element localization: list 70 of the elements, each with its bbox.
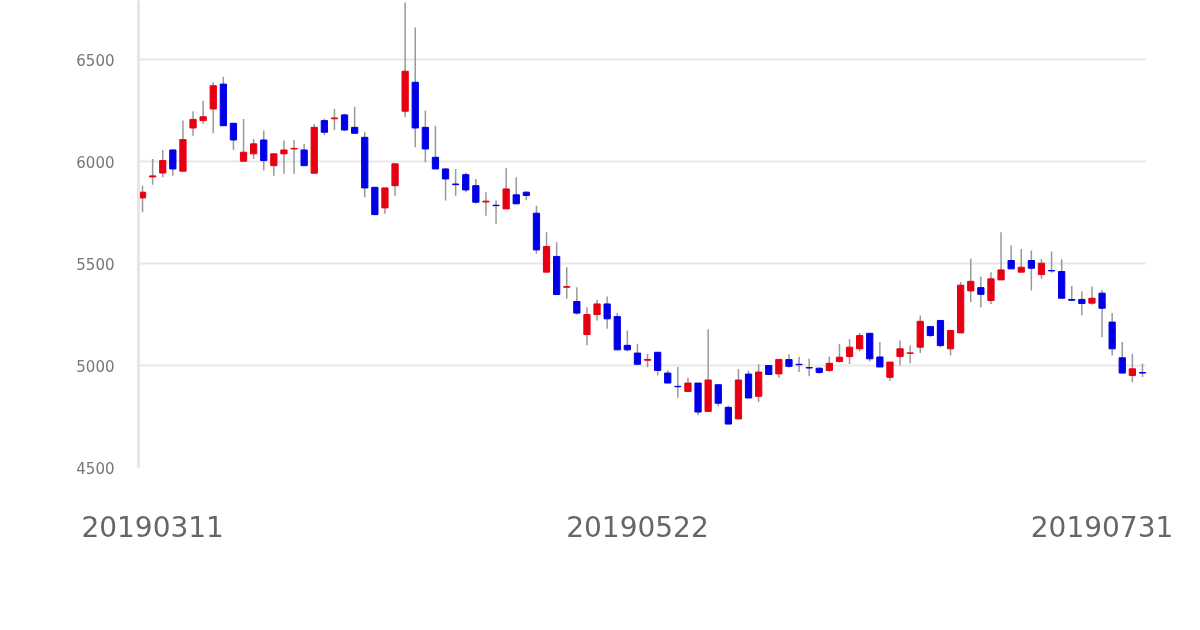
candlestick bbox=[603, 295, 611, 330]
candlestick bbox=[946, 329, 955, 357]
candlestick bbox=[421, 109, 429, 163]
candlestick bbox=[1027, 249, 1035, 292]
candlestick bbox=[805, 357, 813, 377]
y-tick-label: 4500 bbox=[76, 459, 115, 478]
candlestick bbox=[280, 139, 288, 175]
x-tick-label: 20190731 bbox=[1030, 510, 1174, 544]
candlestick bbox=[330, 108, 339, 131]
candlestick bbox=[169, 148, 177, 177]
candlestick bbox=[1047, 250, 1056, 274]
candlestick bbox=[199, 99, 207, 125]
candlestick bbox=[977, 275, 985, 309]
candlestick bbox=[623, 329, 631, 353]
candlestick bbox=[351, 106, 359, 135]
candlestick bbox=[856, 332, 864, 353]
candlestick bbox=[290, 139, 298, 175]
candlestick bbox=[1068, 285, 1076, 302]
candlestick bbox=[441, 166, 450, 202]
candlestick bbox=[1088, 285, 1096, 306]
candlestick bbox=[229, 122, 238, 151]
y-tick-label: 5000 bbox=[76, 357, 115, 376]
candlestick bbox=[1098, 289, 1106, 338]
candlestick bbox=[250, 138, 258, 160]
candlestick bbox=[997, 231, 1005, 281]
candlestick bbox=[1128, 352, 1136, 384]
candlestick bbox=[563, 266, 571, 300]
candlestick bbox=[381, 187, 389, 215]
candlestick bbox=[149, 158, 157, 186]
y-tick-label: 6000 bbox=[76, 153, 115, 172]
candlestick bbox=[775, 358, 783, 379]
candlestick bbox=[744, 369, 753, 399]
candlestick bbox=[573, 286, 581, 316]
candlestick bbox=[1118, 341, 1126, 374]
candlestick bbox=[260, 129, 268, 172]
candlestick bbox=[431, 124, 440, 170]
candlestick bbox=[1037, 258, 1046, 280]
candlestick bbox=[886, 361, 894, 382]
candlestick bbox=[654, 351, 662, 377]
candlestick bbox=[906, 344, 914, 365]
candlestick bbox=[714, 383, 722, 408]
candlestick bbox=[239, 118, 248, 162]
candlestick bbox=[502, 167, 510, 210]
x-tick-label: 20190311 bbox=[81, 510, 224, 544]
candlestick bbox=[1007, 244, 1015, 270]
y-tick-label: 5500 bbox=[76, 255, 115, 274]
y-tick-label: 6500 bbox=[76, 51, 115, 70]
candlestick bbox=[512, 176, 520, 205]
candlestick bbox=[159, 149, 167, 179]
candlestick bbox=[724, 404, 732, 425]
candlestick bbox=[896, 339, 904, 366]
candlestick bbox=[472, 178, 480, 205]
candlestick bbox=[845, 338, 854, 365]
candlestick bbox=[189, 110, 197, 137]
candlestick bbox=[987, 271, 995, 305]
candlestick bbox=[462, 172, 470, 193]
x-tick-label: 20190522 bbox=[566, 510, 709, 544]
candlestick bbox=[633, 342, 642, 366]
candlestick bbox=[876, 341, 884, 368]
candlestick bbox=[967, 257, 975, 303]
candlestick bbox=[300, 143, 308, 167]
candlestick bbox=[270, 153, 278, 177]
candlestick bbox=[593, 299, 601, 322]
candlestick bbox=[1078, 290, 1086, 316]
candlestick bbox=[391, 163, 399, 197]
candlestick bbox=[452, 168, 460, 197]
candlestick bbox=[1017, 248, 1025, 273]
candlestick bbox=[482, 191, 490, 217]
candlestick bbox=[209, 81, 217, 135]
candlestick bbox=[583, 306, 591, 347]
